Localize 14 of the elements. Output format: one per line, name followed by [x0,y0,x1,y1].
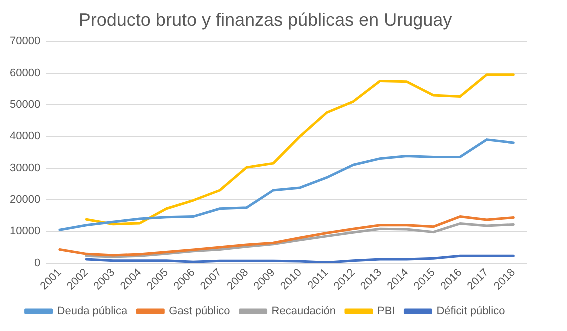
y-tick-label: 30000 [10,162,41,174]
y-tick-label: 10000 [10,226,41,238]
legend-label: Deuda pública [57,306,129,318]
y-tick-label: 60000 [10,67,41,80]
legend-label: PBI [377,306,396,318]
y-tick-label: 70000 [10,36,41,48]
legend-label: Gast público [169,306,230,318]
y-tick-label: 20000 [10,194,41,206]
y-tick-label: 50000 [10,98,41,111]
y-tick-label: 40000 [10,130,41,143]
legend-label: Déficit público [436,306,506,318]
y-tick-label: 0 [34,257,41,270]
legend-label: Recaudación [272,306,336,318]
chart-title: Producto bruto y finanzas públicas en Uruguay [78,10,452,30]
